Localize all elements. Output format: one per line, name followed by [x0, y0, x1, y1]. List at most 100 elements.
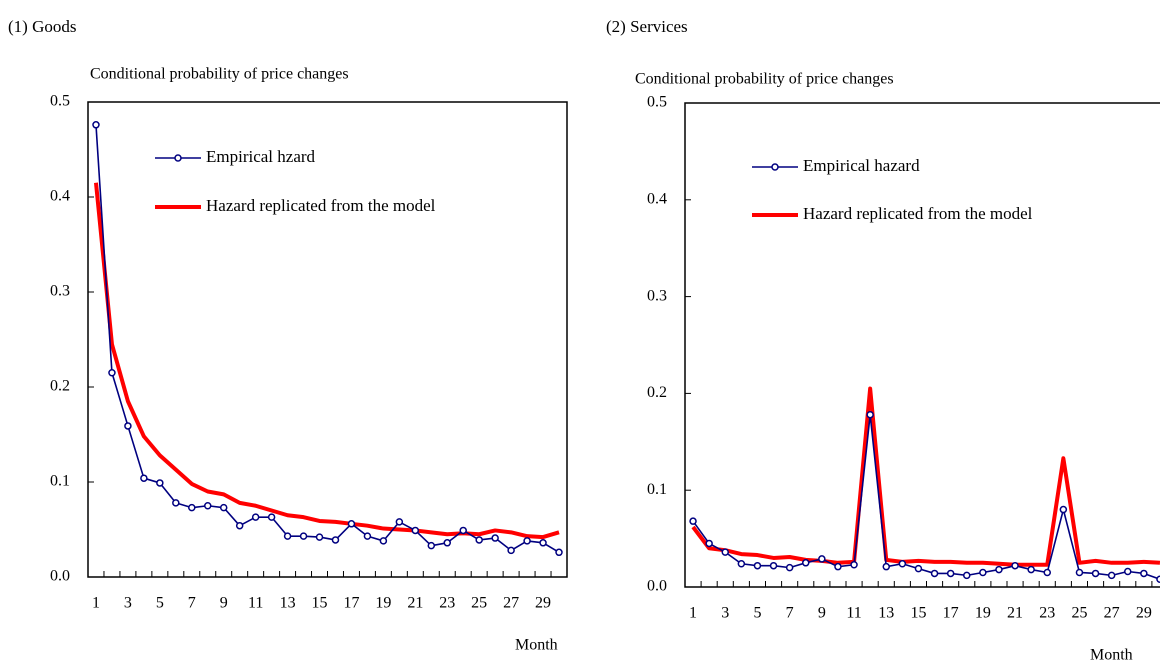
x-tick-label: 29 [535, 595, 551, 612]
data-point [235, 521, 244, 530]
x-tick-label: 3 [721, 605, 729, 622]
x-tick-label: 11 [846, 605, 861, 622]
data-point [427, 541, 436, 550]
y-tick-label: 0.5 [50, 93, 70, 110]
y-tick-label: 0.1 [647, 481, 667, 498]
x-tick-label: 13 [280, 595, 296, 612]
x-tick-label: 19 [375, 595, 391, 612]
x-tick-label: 9 [818, 605, 826, 622]
data-point [1124, 567, 1132, 576]
data-point [1107, 571, 1116, 580]
data-point [802, 559, 810, 567]
x-tick-label: 11 [248, 595, 263, 612]
y-tick-label: 0.4 [50, 188, 70, 205]
data-point [930, 569, 939, 578]
series-line [93, 182, 560, 540]
y-tick-label: 0.3 [647, 287, 667, 304]
data-point [979, 568, 987, 577]
data-point [92, 121, 100, 129]
data-point [315, 533, 324, 541]
x-tick-label: 3 [124, 595, 132, 612]
x-tick-label: 13 [878, 605, 894, 622]
x-tick-label: 17 [943, 605, 959, 622]
series-line [691, 386, 1160, 567]
x-tick-label: 27 [503, 595, 519, 612]
data-point [705, 539, 713, 548]
x-tick-label: 1 [689, 605, 697, 622]
data-point [443, 539, 451, 547]
x-tick-label: 21 [407, 595, 423, 612]
data-point [172, 499, 180, 507]
data-point [555, 548, 563, 557]
data-point [108, 369, 116, 377]
data-point [411, 526, 420, 535]
legend-label: Empirical hazard [803, 156, 920, 175]
data-point [1091, 569, 1100, 578]
data-point [818, 555, 826, 563]
x-tick-label: 5 [156, 595, 164, 612]
data-point [946, 569, 955, 578]
data-point [995, 565, 1003, 574]
data-point [721, 548, 729, 556]
data-point [866, 410, 874, 419]
y-axis-label: Conditional probability of price changes [90, 66, 349, 83]
data-point [539, 539, 547, 547]
plot-frame [684, 102, 1160, 588]
data-point [1059, 505, 1068, 514]
data-point [898, 560, 907, 568]
data-point [785, 563, 794, 572]
data-point [331, 536, 340, 544]
y-tick-label: 0.2 [647, 384, 667, 401]
x-tick-label: 5 [753, 605, 761, 622]
data-point [251, 513, 260, 521]
data-point [156, 479, 164, 487]
data-point [491, 534, 499, 542]
data-point [507, 546, 515, 555]
x-tick-label: 9 [220, 595, 228, 612]
data-point [1140, 569, 1148, 578]
data-point [737, 560, 746, 568]
data-point [1075, 568, 1084, 577]
legend-marker [174, 154, 182, 162]
x-tick-label: 7 [188, 595, 196, 612]
data-point [124, 422, 132, 430]
plot-frame [87, 101, 568, 578]
legend-label: Hazard replicated from the model [803, 204, 1033, 223]
data-point [850, 560, 858, 569]
x-tick-label: 25 [471, 595, 487, 612]
legend-marker [771, 163, 779, 171]
y-tick-label: 0.1 [50, 473, 70, 490]
x-tick-label: 1 [92, 595, 100, 612]
data-point [459, 526, 467, 535]
data-point [1043, 568, 1051, 577]
data-point [395, 518, 404, 526]
x-tick-label: 19 [975, 605, 991, 622]
data-point [523, 537, 531, 545]
y-tick-label: 0.3 [50, 283, 70, 300]
data-point [882, 562, 890, 571]
data-point [689, 517, 697, 525]
data-point [267, 513, 276, 521]
data-point [963, 571, 971, 580]
x-tick-label: 23 [1039, 605, 1055, 622]
chart-title: (1) Goods [8, 17, 76, 36]
data-point [188, 503, 196, 512]
y-tick-label: 0.0 [50, 568, 70, 585]
data-point [219, 503, 228, 512]
chart-title: (2) Services [606, 17, 688, 36]
data-point [363, 532, 372, 540]
x-tick-label: 15 [312, 595, 328, 612]
y-tick-label: 0.0 [647, 578, 667, 595]
x-tick-label: 27 [1104, 605, 1120, 622]
data-point [1011, 561, 1019, 570]
data-point [753, 561, 762, 570]
data-point [347, 520, 356, 528]
data-point [299, 532, 308, 540]
y-tick-label: 0.4 [647, 190, 667, 207]
x-tick-label: 7 [786, 605, 794, 622]
data-point [914, 564, 923, 573]
legend-label: Hazard replicated from the model [206, 196, 436, 215]
x-axis-label: Month [1090, 647, 1133, 664]
